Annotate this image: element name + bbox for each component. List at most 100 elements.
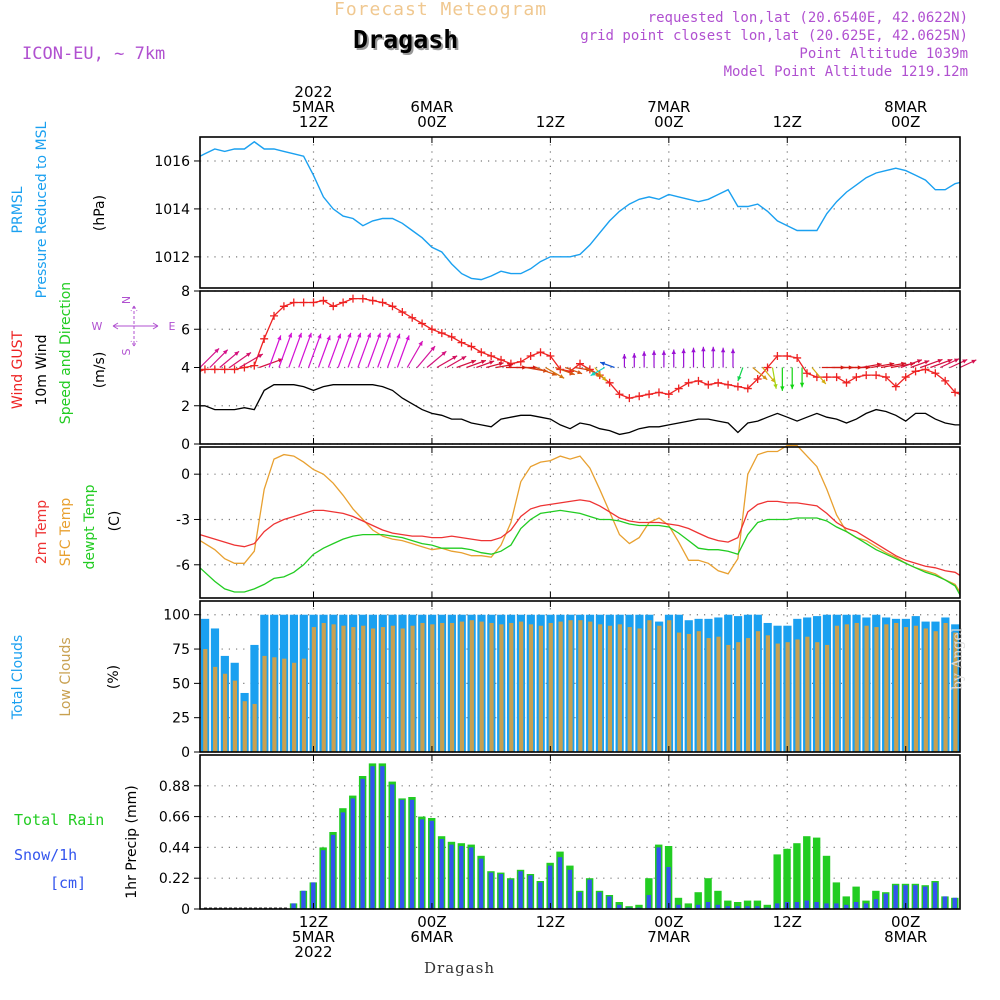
- arrow-head: [954, 358, 960, 363]
- y-tick-label: 100: [163, 608, 190, 624]
- footer-location: Dragash: [424, 959, 496, 977]
- snow-bar: [350, 798, 355, 909]
- wind-direction-arrow: [545, 366, 565, 379]
- low-cloud-bar: [558, 621, 563, 752]
- pressure-label-prmsl: PRMSL: [10, 186, 26, 233]
- compass-east: E: [169, 320, 176, 333]
- arrow-head: [498, 361, 504, 367]
- low-cloud-bar: [667, 620, 672, 752]
- snow-bar: [459, 846, 464, 909]
- arrow-head: [821, 379, 826, 385]
- clouds-unit-label: (%): [106, 665, 122, 689]
- wind-direction-arrow: [347, 332, 362, 368]
- x-tick-label-top: 5MAR: [292, 98, 335, 116]
- point-altitude: Point Altitude 1039m: [799, 46, 968, 62]
- snow-bar: [340, 812, 346, 909]
- low-cloud-bar: [854, 622, 859, 752]
- arrow-head: [737, 376, 742, 382]
- rain-bar: [842, 896, 850, 909]
- wind-direction-arrow: [486, 361, 504, 369]
- model-label: ICON-EU, ~ 7km: [22, 44, 166, 64]
- sfc-temp-label: SFC Temp: [58, 498, 74, 567]
- snow-bar: [696, 904, 701, 909]
- wind-gust-marker: [368, 296, 377, 305]
- wind-gust-marker: [684, 378, 693, 387]
- low-cloud-bar: [884, 624, 889, 752]
- snow-unit-label: [cm]: [50, 874, 86, 892]
- wind-gust-marker: [654, 388, 663, 397]
- dewpt-temp-line: [199, 509, 961, 596]
- requested-coords: requested lon,lat (20.6540E, 42.0622N): [647, 10, 968, 26]
- snow-bar: [735, 906, 740, 909]
- arrow-head: [376, 332, 381, 338]
- snow-bar: [893, 885, 898, 909]
- low-cloud-bar: [341, 625, 346, 752]
- wind-direction-arrow: [790, 367, 795, 390]
- wind-direction-arrow: [930, 358, 953, 369]
- x-tick-label-top: 00Z: [417, 113, 446, 131]
- arrow-shaft: [386, 333, 401, 368]
- wind-gust-marker: [704, 380, 713, 389]
- wind-gust-marker: [200, 365, 209, 374]
- wind-direction-arrow: [681, 348, 686, 368]
- low-cloud-bar: [933, 631, 938, 752]
- wind-gust-marker: [911, 367, 920, 376]
- low-cloud-bar: [232, 680, 238, 752]
- arrow-head: [799, 382, 805, 388]
- wind-gust-marker: [516, 357, 525, 366]
- arrow-head: [234, 351, 240, 356]
- x-tick-label-bottom: 00Z: [417, 913, 446, 931]
- snow-bar: [301, 890, 306, 909]
- wind-gust-label: Wind GUST: [10, 330, 26, 409]
- product-title: Forecast Meteogram: [334, 0, 548, 20]
- x-tick-label-bottom: 6MAR: [410, 928, 453, 946]
- low-cloud-bar: [361, 625, 366, 752]
- snow-bar: [429, 820, 434, 909]
- wind-gust-marker: [487, 352, 496, 361]
- rain-bar: [812, 837, 821, 909]
- compass-ns-arrow: [130, 305, 138, 347]
- low-cloud-bar: [923, 628, 928, 752]
- wind-direction-arrow: [327, 333, 342, 368]
- wind-direction-arrow: [622, 354, 627, 368]
- low-cloud-bar: [351, 627, 356, 752]
- y-tick-label: 8: [181, 284, 190, 300]
- wind-gust-marker: [891, 382, 900, 391]
- arrow-head: [480, 359, 486, 365]
- arrow-head: [632, 353, 637, 358]
- arrow-head: [590, 371, 596, 376]
- wind-gust-marker: [398, 308, 407, 317]
- wind-gust-marker: [733, 382, 742, 391]
- rain-bar: [852, 886, 860, 909]
- wind-gust-marker: [921, 365, 930, 374]
- y-tick-label: 25: [172, 711, 190, 727]
- wind-direction-arrow: [691, 347, 696, 368]
- arrow-shaft: [337, 332, 352, 368]
- snow-bar: [370, 766, 375, 909]
- snow-bar: [409, 799, 415, 909]
- rain-bar: [743, 900, 752, 909]
- snow-bar: [498, 874, 504, 909]
- low-cloud-bar: [321, 622, 326, 752]
- arrow-head: [357, 332, 362, 338]
- snow-bar: [725, 906, 731, 909]
- snow-bar: [656, 847, 661, 909]
- low-cloud-bar: [440, 622, 445, 752]
- low-cloud-bar: [676, 632, 682, 752]
- wind-gust-marker: [872, 371, 881, 380]
- wind-direction-arrow: [396, 335, 410, 368]
- location-title: Dragash: [353, 25, 459, 54]
- y-tick-label: 1012: [154, 250, 190, 266]
- panel-frame: [199, 136, 961, 289]
- wind-gust-marker: [378, 298, 387, 307]
- snow-bar: [942, 896, 948, 909]
- wind-gust-marker: [418, 319, 427, 328]
- arrow-head: [317, 333, 322, 339]
- arrow-head: [418, 340, 423, 346]
- wind-gust-marker: [309, 298, 318, 307]
- wind-direction-arrow: [199, 347, 220, 368]
- wind-gust-marker: [319, 296, 328, 305]
- x-tick-label-bottom: 12Z: [299, 913, 328, 931]
- arrow-head: [641, 351, 647, 356]
- wind-gust-marker: [881, 373, 890, 382]
